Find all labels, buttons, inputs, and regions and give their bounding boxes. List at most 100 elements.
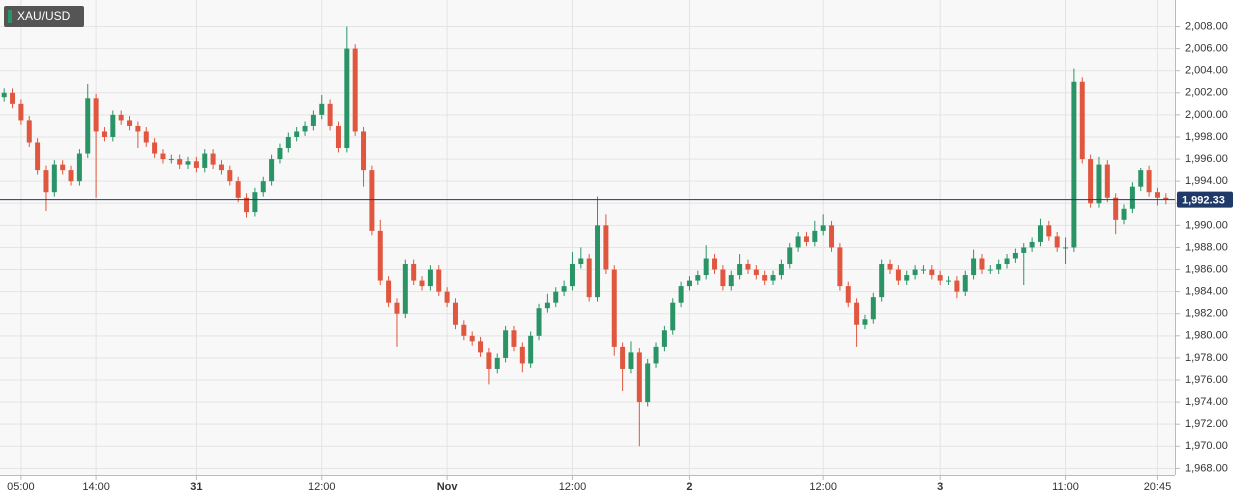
candle-body [519, 346, 525, 364]
candle-body [920, 269, 926, 271]
candle-body [996, 264, 1002, 270]
candle-body [478, 341, 484, 353]
candle-body [101, 131, 107, 137]
candle-body [971, 258, 977, 276]
y-tick-label: 1,984.00 [1185, 286, 1228, 298]
x-tick-label: 12:00 [308, 481, 336, 493]
x-tick-label: Nov [437, 481, 459, 493]
candle-body [369, 170, 375, 231]
last-price-label: 1,992.33 [1182, 195, 1225, 207]
y-tick-label: 1,988.00 [1185, 241, 1228, 253]
candle-body [728, 275, 734, 287]
candle-body [661, 330, 667, 347]
candle-body [10, 92, 16, 104]
y-tick-label: 1,970.00 [1185, 440, 1228, 452]
candle-body [879, 264, 885, 298]
x-tick-label: 2 [686, 481, 692, 493]
candle-body [302, 125, 308, 132]
legend-swatch [8, 10, 12, 23]
candle-body [202, 153, 208, 168]
candle-body [452, 302, 458, 325]
candle-body [553, 291, 559, 303]
candle-body [269, 159, 275, 182]
candle-body [1088, 159, 1094, 204]
candle-body [611, 269, 617, 347]
candle-body [511, 330, 517, 347]
candle-body [185, 161, 191, 165]
candle-body [469, 335, 475, 342]
candle-body [787, 247, 793, 265]
candle-body [118, 114, 124, 121]
candle-body [252, 192, 258, 213]
candles [1, 26, 1169, 447]
candle-body [85, 98, 91, 154]
candle-body [586, 258, 592, 298]
candle-body [1154, 192, 1160, 198]
candle-body [636, 352, 642, 403]
x-tick-label: 20:45 [1144, 481, 1172, 493]
x-tick-label: 3 [937, 481, 943, 493]
y-tick-label: 1,976.00 [1185, 374, 1228, 386]
candle-body [235, 181, 241, 198]
candle-body [444, 291, 450, 303]
y-tick-label: 1,996.00 [1185, 153, 1228, 165]
x-tick-label: 12:00 [809, 481, 837, 493]
candle-body [377, 230, 383, 281]
candle-body [1054, 236, 1060, 248]
candle-body [620, 346, 626, 369]
candle-body [486, 352, 492, 369]
y-tick-label: 1,998.00 [1185, 131, 1228, 143]
legend-label: XAU/USD [17, 9, 71, 23]
candle-body [503, 330, 509, 358]
candle-body [1146, 170, 1152, 193]
candle-body [645, 363, 651, 403]
candle-body [753, 269, 759, 276]
candle-body [628, 352, 634, 369]
candle-body [778, 264, 784, 276]
candle-body [352, 48, 358, 132]
y-tick-label: 1,980.00 [1185, 330, 1228, 342]
candle-body [720, 269, 726, 287]
candle-body [68, 170, 74, 182]
candle-body [319, 103, 325, 115]
candle-body [845, 286, 851, 303]
candle-body [937, 275, 943, 281]
candle-body [1063, 247, 1069, 249]
candle-body [143, 131, 149, 143]
candle-body [829, 225, 835, 248]
y-tick-label: 1,978.00 [1185, 352, 1228, 364]
candle-body [536, 308, 542, 336]
candle-body [285, 136, 291, 149]
candle-body [1129, 186, 1135, 209]
candle-body [1037, 225, 1043, 242]
candle-body [18, 103, 24, 121]
legend[interactable]: XAU/USD [4, 6, 84, 27]
candle-body [820, 225, 826, 231]
candle-body [803, 236, 809, 242]
candle-body [544, 302, 550, 309]
candle-body [1029, 241, 1035, 248]
y-tick-label: 1,990.00 [1185, 219, 1228, 231]
candle-body [244, 197, 250, 213]
candle-body [595, 225, 601, 298]
candle-body [60, 164, 66, 171]
candle-body [887, 264, 893, 270]
candle-body [411, 264, 417, 281]
x-tick-label: 12:00 [559, 481, 587, 493]
candle-body [569, 264, 575, 287]
y-tick-label: 2,004.00 [1185, 65, 1228, 77]
y-tick-label: 1,972.00 [1185, 418, 1228, 430]
candle-body [135, 125, 141, 132]
candle-body [35, 142, 41, 171]
candle-body [402, 264, 408, 314]
candle-body [427, 269, 433, 287]
candle-body [862, 319, 868, 325]
y-tick-label: 2,000.00 [1185, 109, 1228, 121]
y-tick-label: 1,986.00 [1185, 263, 1228, 275]
candle-body [394, 302, 400, 314]
candle-body [1, 92, 7, 98]
candle-body [294, 131, 300, 137]
candle-body [1113, 197, 1119, 220]
candle-body [1012, 252, 1018, 259]
